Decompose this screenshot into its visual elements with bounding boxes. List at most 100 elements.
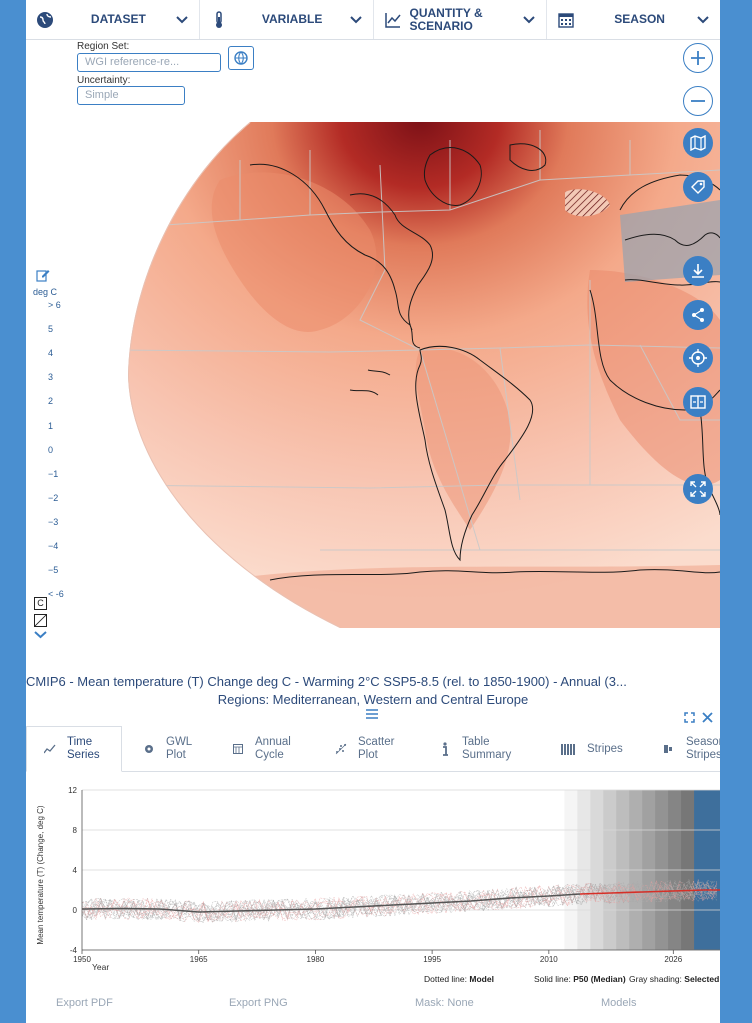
legend-tick: −3 (48, 516, 59, 527)
legend-tick: 3 (48, 372, 54, 383)
share-button[interactable] (683, 300, 713, 330)
season-menu[interactable]: SEASON (547, 0, 720, 39)
region-set-select[interactable]: WGI reference-re... (77, 53, 221, 72)
legend-tick: 2 (48, 396, 54, 407)
fullscreen-icon (690, 481, 706, 497)
pencil-icon (36, 270, 50, 282)
chart-series (81, 889, 720, 913)
model-line (81, 880, 718, 922)
chevron-down-icon (697, 15, 709, 23)
tab-label: Stripes (587, 742, 623, 755)
quantity-scenario-label: QUANTITY & SCENARIO (409, 5, 483, 33)
scatter-icon (334, 742, 348, 756)
y-tick-label: 4 (73, 866, 78, 875)
export-png-button[interactable]: Export PNG (229, 997, 288, 1009)
download-button[interactable] (683, 256, 713, 286)
calendar-icon (557, 11, 575, 29)
tab-scatter-plot[interactable]: Scatter Plot (334, 726, 394, 772)
y-tick-label: 0 (73, 906, 78, 915)
legend-tick: −5 (48, 565, 59, 576)
atlas-page: DATASET VARIABLE QUANTITY & SCENARIO SEA… (26, 0, 720, 1023)
x-tick-label: 1950 (73, 955, 91, 964)
seasonal-stripes-icon (662, 742, 676, 756)
model-line (81, 880, 718, 922)
map-caption: CMIP6 - Mean temperature (T) Change deg … (26, 674, 627, 689)
analysis-tabs: Time Series GWL Plot Annual Cycle Scatter Pl… (26, 726, 720, 772)
climate-map[interactable] (120, 120, 720, 630)
zoom-in-icon (691, 51, 705, 65)
compare-button[interactable] (683, 387, 713, 417)
map-icon (690, 135, 706, 151)
x-tick-label: 1995 (423, 955, 441, 964)
quantity-scenario-menu[interactable]: QUANTITY & SCENARIO (374, 0, 548, 39)
legend-unit: deg C (33, 287, 58, 297)
legend-tick: 5 (48, 324, 54, 335)
crosshair-icon (689, 349, 707, 367)
legend-tick: 4 (48, 348, 54, 359)
legend-c-toggle[interactable]: C (34, 597, 47, 610)
models-button[interactable]: Models (601, 997, 637, 1009)
x-tick-label: 2010 (540, 955, 558, 964)
map-regions-caption: Regions: Mediterranean, Western and Cent… (217, 692, 529, 707)
bottom-toolbar: Export PDF Export PNG Mask: None Models (26, 993, 720, 1015)
y-tick-label: 8 (73, 826, 78, 835)
tab-label: Scatter Plot (358, 736, 395, 761)
variable-menu[interactable]: VARIABLE (200, 0, 374, 39)
mask-selector[interactable]: Mask: None (415, 997, 474, 1009)
tab-seasonal-stripes[interactable]: SeasonalStripes (662, 726, 720, 772)
model-lines (81, 878, 718, 924)
model-line (81, 880, 718, 921)
thermometer-icon (210, 10, 228, 29)
hatch-legend-icon[interactable] (34, 614, 47, 627)
time-series-icon (43, 742, 57, 756)
legend-tick: > 6 (48, 300, 61, 310)
footnote-dotted: Dotted line: Model (424, 974, 494, 984)
globe-icon (36, 11, 54, 29)
legend-tick: −2 (48, 492, 59, 503)
footnote-solid: Solid line: P50 (Median) (534, 974, 626, 984)
tab-label: Table Summary (462, 736, 512, 761)
zoom-in-button[interactable] (683, 43, 713, 73)
variable-label: VARIABLE (261, 12, 323, 26)
legend-edit-button[interactable] (36, 268, 50, 287)
tab-annual-cycle[interactable]: Annual Cycle (231, 726, 291, 772)
tab-label: Annual Cycle (255, 736, 291, 761)
tab-label: Time Series (67, 736, 100, 761)
chart-xlabel: Year (92, 962, 109, 972)
tab-time-series[interactable]: Time Series (26, 726, 122, 772)
close-icon[interactable] (702, 712, 713, 723)
chart-ylabel: Mean temperature (T) (Change, deg C) (36, 805, 45, 945)
legend-tick: 1 (48, 420, 54, 431)
top-menu: DATASET VARIABLE QUANTITY & SCENARIO SEA… (26, 0, 720, 40)
model-line (81, 883, 718, 922)
legend-tick: 0 (48, 444, 54, 455)
export-pdf-button[interactable]: Export PDF (56, 997, 113, 1009)
locate-button[interactable] (683, 343, 713, 373)
expand-panel-icon[interactable] (684, 712, 695, 723)
drag-handle-icon[interactable] (366, 709, 378, 719)
dataset-menu[interactable]: DATASET (26, 0, 200, 39)
tab-stripes[interactable]: Stripes (561, 726, 623, 772)
model-line (81, 879, 718, 923)
season-label: SEASON (614, 12, 665, 26)
fullscreen-button[interactable] (683, 474, 713, 504)
model-line (81, 880, 718, 922)
chevron-down-icon[interactable] (34, 630, 47, 640)
chevron-down-icon (349, 15, 362, 23)
model-line (81, 879, 718, 923)
map-layers-button[interactable] (683, 128, 713, 158)
tab-table-summary[interactable]: Table Summary (438, 726, 511, 772)
uncertainty-select[interactable]: Simple (77, 86, 185, 105)
region-select-button[interactable] (228, 46, 254, 70)
tab-gwl-plot[interactable]: GWL Plot (142, 726, 192, 772)
legend-tick: < -6 (48, 589, 64, 600)
labels-button[interactable] (683, 172, 713, 202)
zoom-out-button[interactable] (683, 86, 713, 116)
y-tick-label: 12 (68, 786, 77, 795)
y-tick-label: -4 (70, 946, 78, 955)
median-line (81, 893, 581, 913)
share-icon (692, 308, 704, 322)
download-icon (692, 264, 704, 278)
left-frame (0, 0, 26, 1023)
